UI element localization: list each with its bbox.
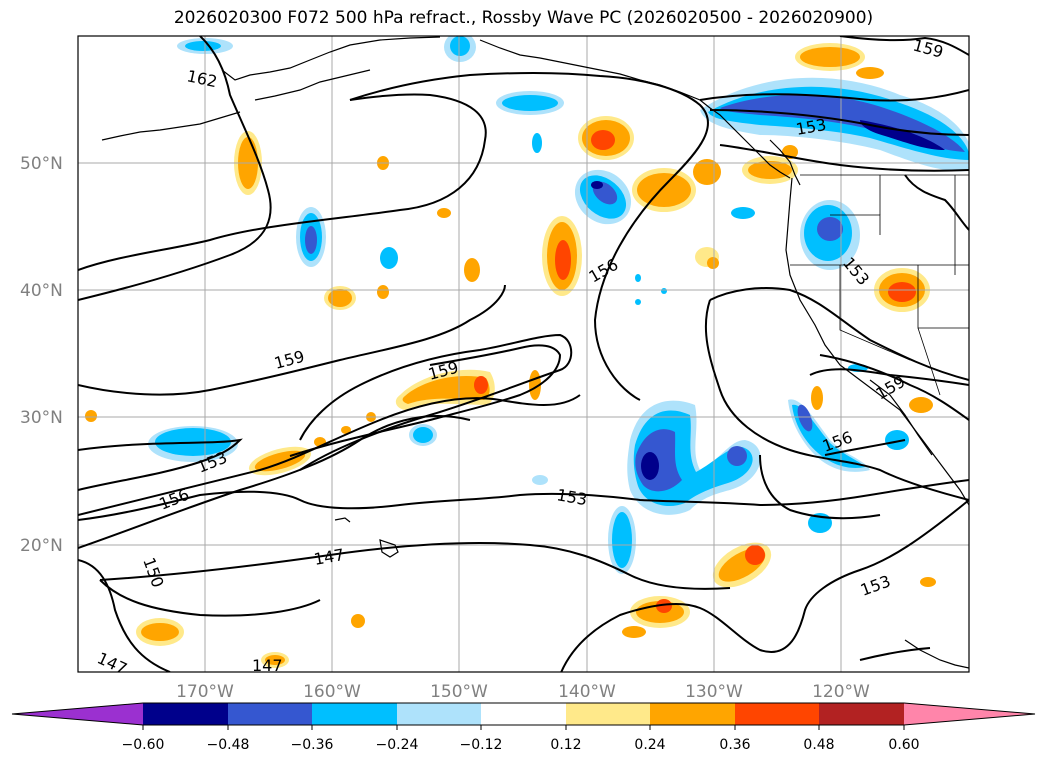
colorbar-tick: 0.24 xyxy=(634,737,665,753)
contour-label: 153 xyxy=(858,571,893,599)
lon-label: 170°W xyxy=(176,682,234,702)
contour-label: 147 xyxy=(312,545,345,569)
colorbar-tick: 0.60 xyxy=(888,737,919,753)
colorbar-segment xyxy=(735,703,819,725)
colorbar-tick: −0.48 xyxy=(207,737,250,753)
lon-label: 130°W xyxy=(685,682,743,702)
height-contours xyxy=(78,36,969,672)
lon-label: 140°W xyxy=(558,682,616,702)
lon-label: 150°W xyxy=(430,682,488,702)
colorbar-tick: 0.12 xyxy=(550,737,581,753)
latitude-labels: 50°N 40°N 30°N 20°N xyxy=(20,154,63,556)
contour-label: 153 xyxy=(555,485,588,509)
state-borders xyxy=(790,174,969,396)
colorbar-segment xyxy=(650,703,735,725)
colorbar-segment xyxy=(12,703,143,725)
contour-labels: 162 159 153 156 159 159 153 156 153 150 … xyxy=(94,36,945,678)
colorbar-segment xyxy=(228,703,312,725)
map-content: 162 159 153 156 159 159 153 156 153 150 … xyxy=(78,36,969,678)
colorbar-tick: −0.36 xyxy=(291,737,334,753)
colorbar-segment xyxy=(143,703,228,725)
map-title: 2026020300 F072 500 hPa refract., Rossby… xyxy=(173,8,874,28)
contour-label: 150 xyxy=(139,555,167,590)
colorbar-tick: −0.12 xyxy=(460,737,503,753)
colorbar-tick: −0.24 xyxy=(376,737,419,753)
lat-label: 40°N xyxy=(20,281,63,301)
colorbar-segment xyxy=(819,703,904,725)
colorbar-tick: −0.60 xyxy=(122,737,165,753)
colorbar-segment xyxy=(481,703,566,725)
map-frame xyxy=(77,35,970,673)
lon-label: 160°W xyxy=(303,682,361,702)
longitude-labels: 170°W 160°W 150°W 140°W 130°W 120°W xyxy=(176,682,870,702)
lon-label: 120°W xyxy=(812,682,870,702)
contour-label: 162 xyxy=(185,66,219,91)
lat-label: 30°N xyxy=(20,408,63,428)
colorbar-tick: 0.36 xyxy=(719,737,750,753)
contour-label: 159 xyxy=(911,36,945,62)
colorbar: −0.60 −0.48 −0.36 −0.24 −0.12 0.12 0.24 … xyxy=(11,702,1036,753)
colorbar-segment xyxy=(904,703,1035,725)
contour-label: 156 xyxy=(820,427,855,455)
colorbar-segment xyxy=(566,703,650,725)
contour-label: 147 xyxy=(94,648,130,678)
colorbar-tick: 0.48 xyxy=(803,737,834,753)
contour-label: 147 xyxy=(252,656,283,675)
lat-label: 50°N xyxy=(20,154,63,174)
colorbar-segment xyxy=(312,703,397,725)
colorbar-segment xyxy=(397,703,481,725)
lat-label: 20°N xyxy=(20,536,63,556)
